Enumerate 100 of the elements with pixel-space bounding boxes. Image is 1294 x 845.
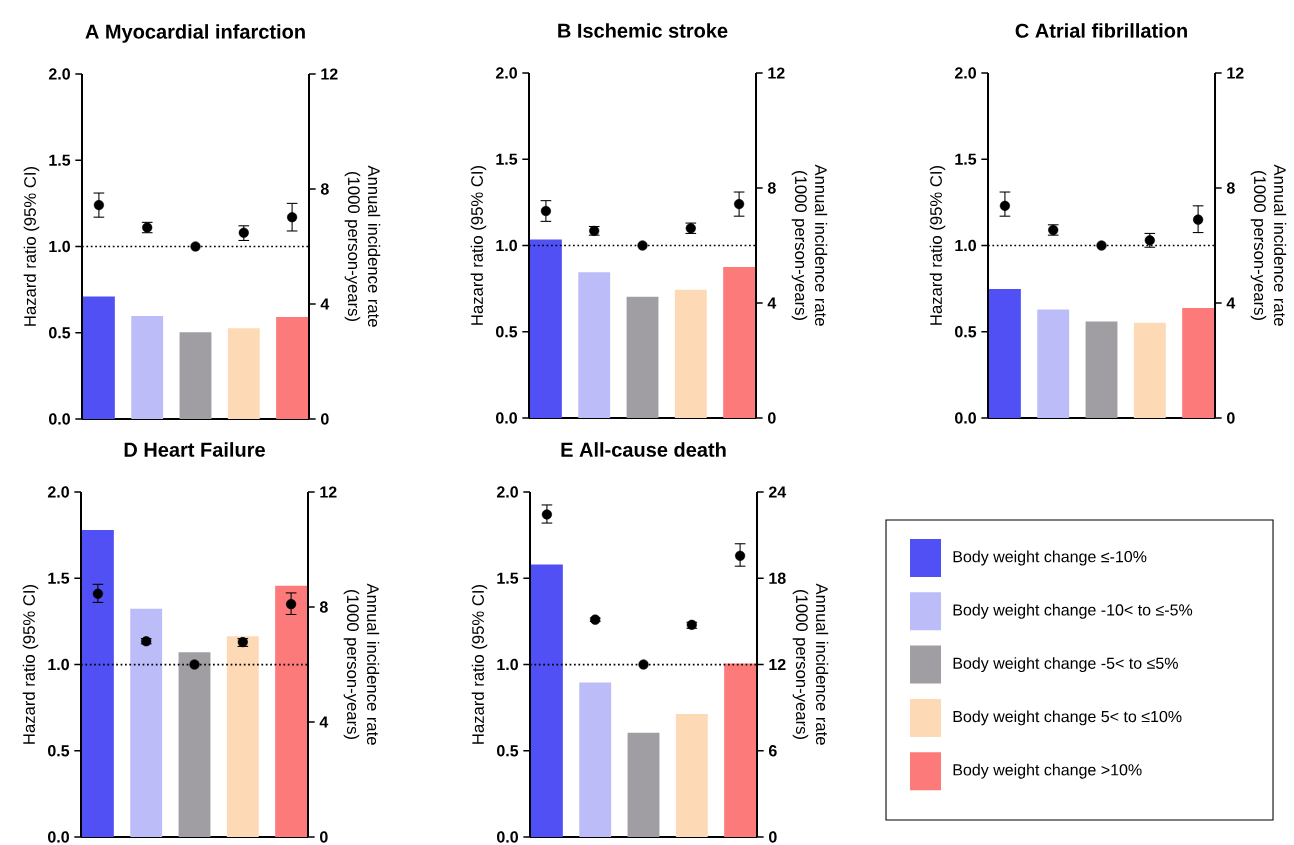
point bbox=[1193, 214, 1204, 225]
y-tick-label: 1.5 bbox=[48, 572, 70, 584]
point bbox=[286, 599, 297, 610]
point bbox=[92, 588, 103, 599]
y2-axis-title: Annual incidence rate (1000 person-years) bbox=[344, 165, 381, 327]
point bbox=[637, 240, 648, 251]
point bbox=[590, 614, 601, 625]
bar bbox=[627, 732, 660, 838]
y-tick-label: 0.0 bbox=[496, 412, 517, 424]
y-tick-label: 1.5 bbox=[49, 154, 71, 166]
bar bbox=[723, 267, 756, 419]
bar bbox=[1133, 322, 1166, 419]
bar bbox=[130, 608, 163, 838]
y-tick-label: 1.5 bbox=[496, 153, 518, 165]
y-tick-label: 1.5 bbox=[497, 572, 519, 584]
chart-title: D Heart Failure bbox=[124, 442, 265, 457]
y-axis-title: Hazard ratio (95% CI) bbox=[22, 584, 39, 744]
point bbox=[93, 200, 104, 211]
y-tick-label: 0.0 bbox=[48, 831, 69, 843]
point bbox=[1096, 240, 1107, 251]
chart-title: A Myocardial infarction bbox=[85, 24, 305, 43]
point bbox=[735, 550, 746, 561]
category-label: Body weight change -5< to ≤5% bbox=[953, 657, 1178, 673]
y-tick-label: 2.0 bbox=[495, 67, 517, 79]
chart-title: E All-cause death bbox=[561, 442, 726, 457]
y2-tick-label: 4 bbox=[320, 298, 330, 310]
point bbox=[540, 205, 551, 217]
bar bbox=[579, 682, 612, 838]
y2-tick-label: 4 bbox=[767, 297, 777, 309]
y2-tick-label: 0 bbox=[769, 831, 777, 843]
bar bbox=[276, 316, 309, 419]
y-tick-label: 0.5 bbox=[497, 745, 519, 757]
category-label: Body weight change >10% bbox=[953, 763, 1142, 779]
y-tick-label: 1.0 bbox=[496, 239, 517, 252]
y-tick-label: 0.5 bbox=[496, 326, 518, 338]
category-label: Body weight change 5< to ≤10% bbox=[953, 710, 1182, 726]
y-tick-label: 0.5 bbox=[49, 327, 71, 339]
y-tick-label: 2.0 bbox=[48, 68, 70, 80]
y-tick-label: 1.5 bbox=[955, 153, 977, 165]
category-label: Body weight change ≤-10% bbox=[953, 550, 1147, 566]
bar bbox=[578, 272, 611, 419]
y-axis-title: Hazard ratio (95% CI) bbox=[470, 165, 487, 325]
y2-tick-label: 0 bbox=[320, 831, 328, 843]
y2-tick-label: 0 bbox=[768, 412, 776, 424]
y2-tick-label: 12 bbox=[1227, 67, 1244, 79]
y-axis-title: Hazard ratio (95% CI) bbox=[929, 165, 946, 325]
bar bbox=[81, 529, 114, 838]
bar bbox=[131, 316, 164, 419]
y2-axis-title: Annual incidence rate (1000 person-years) bbox=[791, 164, 828, 326]
y2-tick-label: 0 bbox=[321, 413, 329, 425]
y2-tick-label: 24 bbox=[768, 486, 787, 498]
bar bbox=[226, 636, 259, 838]
y-tick-label: 1.0 bbox=[497, 658, 518, 671]
y-tick-label: 2.0 bbox=[496, 486, 518, 498]
point bbox=[190, 241, 201, 252]
y2-tick-label: 12 bbox=[321, 68, 338, 80]
bar bbox=[179, 332, 212, 419]
y2-tick-label: 6 bbox=[768, 745, 777, 757]
bar bbox=[675, 714, 708, 838]
point bbox=[999, 200, 1010, 211]
bar bbox=[1085, 321, 1118, 419]
y-tick-label: 1.0 bbox=[49, 240, 70, 253]
bar bbox=[275, 585, 308, 838]
y2-tick-label: 4 bbox=[1226, 297, 1236, 309]
point bbox=[238, 227, 249, 238]
y2-tick-label: 8 bbox=[1226, 182, 1235, 194]
point bbox=[638, 659, 649, 670]
bar bbox=[529, 239, 562, 419]
y-tick-label: 0.0 bbox=[49, 413, 70, 425]
y2-tick-label: 8 bbox=[767, 182, 776, 194]
bar bbox=[1182, 307, 1215, 419]
y2-tick-label: 12 bbox=[769, 658, 786, 671]
y2-tick-label: 8 bbox=[320, 183, 329, 195]
bar bbox=[724, 663, 757, 838]
bar bbox=[178, 652, 211, 838]
y-tick-label: 0.5 bbox=[955, 326, 977, 338]
y2-tick-label: 12 bbox=[768, 67, 785, 79]
y2-tick-label: 12 bbox=[320, 486, 337, 498]
y-tick-label: 0.0 bbox=[955, 412, 976, 424]
bar bbox=[82, 296, 115, 419]
category-label: Body weight change -10< to ≤-5% bbox=[953, 603, 1193, 619]
bar bbox=[626, 296, 659, 419]
y2-axis-title: Annual incidence rate (1000 person-years) bbox=[1250, 164, 1287, 326]
point bbox=[287, 212, 298, 223]
point bbox=[189, 659, 200, 670]
y2-tick-label: 0 bbox=[1227, 412, 1235, 424]
chart-title: C Atrial fibrillation bbox=[1015, 23, 1187, 38]
bar bbox=[988, 288, 1021, 419]
y2-tick-label: 18 bbox=[769, 572, 786, 584]
point bbox=[734, 199, 745, 210]
y2-axis-title: Annual incidence rate (1000 person-years) bbox=[792, 583, 829, 745]
y2-tick-label: 4 bbox=[319, 716, 329, 728]
bar bbox=[227, 328, 260, 419]
y-tick-label: 0.0 bbox=[497, 831, 518, 843]
y-axis-title: Hazard ratio (95% CI) bbox=[23, 166, 40, 326]
bar bbox=[1037, 309, 1070, 419]
point bbox=[541, 509, 552, 520]
y-tick-label: 1.0 bbox=[955, 239, 976, 252]
chart-title: B Ischemic stroke bbox=[558, 23, 728, 38]
y-tick-label: 2.0 bbox=[47, 486, 69, 498]
